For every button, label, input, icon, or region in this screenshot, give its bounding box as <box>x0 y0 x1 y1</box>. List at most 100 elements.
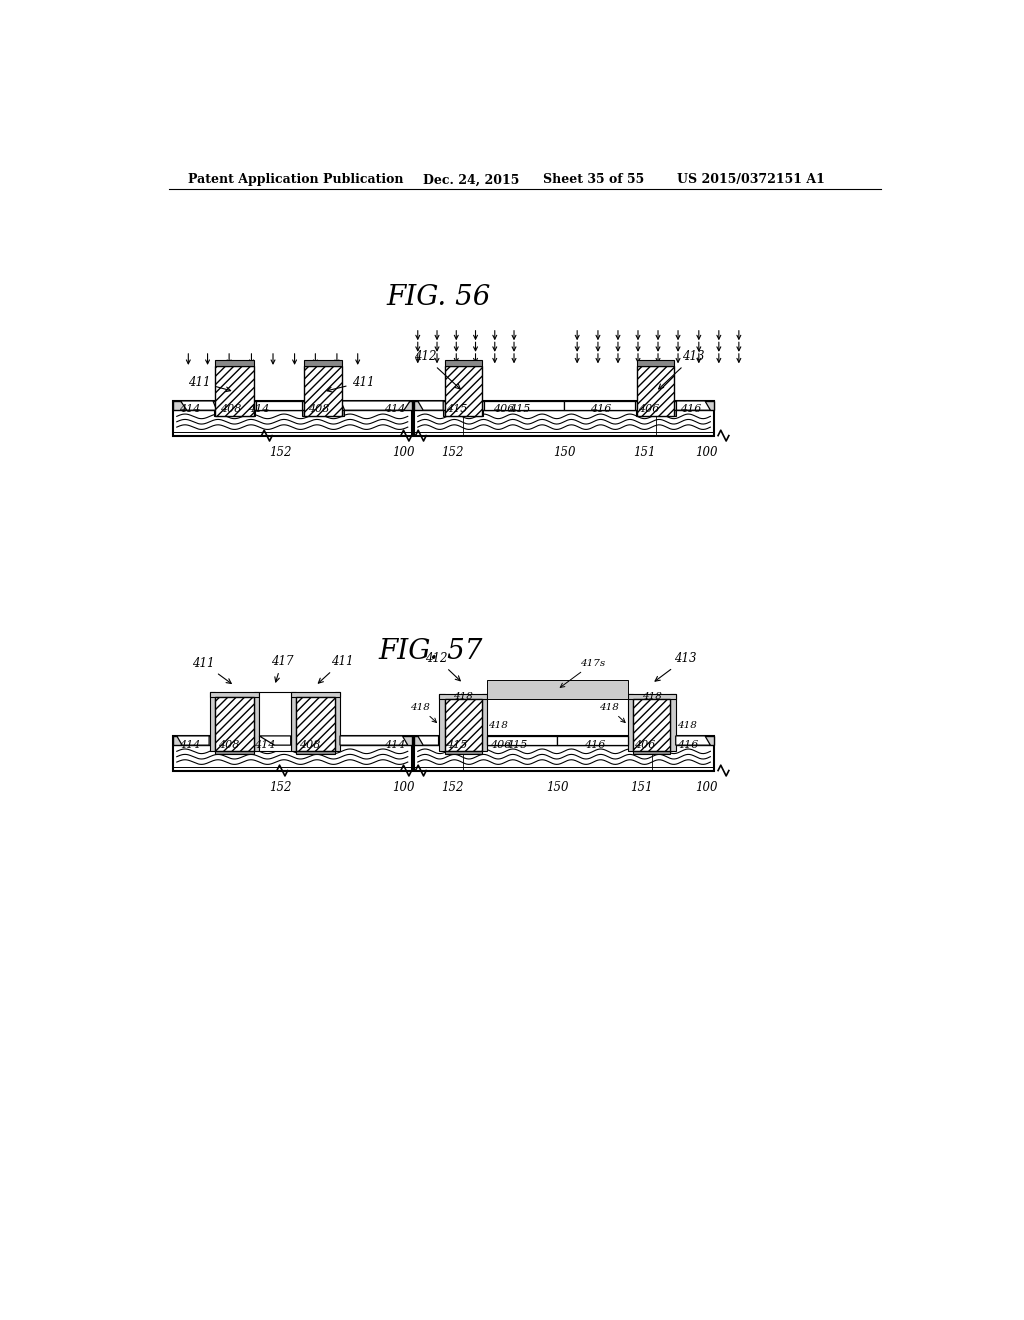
Text: 414: 414 <box>179 741 201 750</box>
Text: 418: 418 <box>487 721 508 730</box>
Text: 416: 416 <box>584 741 605 750</box>
Polygon shape <box>340 737 408 744</box>
Bar <box>295 744 336 751</box>
Text: 406: 406 <box>638 404 659 413</box>
Bar <box>439 693 444 751</box>
Text: 152: 152 <box>441 781 464 795</box>
Text: 414: 414 <box>179 404 201 413</box>
Text: Sheet 35 of 55: Sheet 35 of 55 <box>544 173 644 186</box>
Bar <box>291 692 340 697</box>
Polygon shape <box>256 401 301 411</box>
Text: 408: 408 <box>299 741 321 750</box>
Text: 408: 408 <box>218 741 240 750</box>
Bar <box>637 360 674 367</box>
Bar <box>214 411 255 416</box>
Polygon shape <box>564 401 635 411</box>
Text: 412: 412 <box>425 652 460 681</box>
Bar <box>215 751 254 755</box>
Polygon shape <box>341 401 410 411</box>
Text: 414: 414 <box>254 741 275 750</box>
Text: 418: 418 <box>410 702 436 722</box>
Bar <box>444 751 481 755</box>
Text: 150: 150 <box>546 781 568 795</box>
Bar <box>414 401 714 411</box>
Text: 418: 418 <box>599 702 625 722</box>
Polygon shape <box>677 401 711 411</box>
Bar <box>215 360 254 367</box>
Polygon shape <box>484 401 564 411</box>
Bar <box>628 693 634 751</box>
Text: 417: 417 <box>270 655 293 682</box>
Text: 411: 411 <box>188 376 230 392</box>
Text: 406: 406 <box>490 741 512 750</box>
Text: FIG. 56: FIG. 56 <box>386 284 490 310</box>
Bar <box>414 737 714 744</box>
Text: 415: 415 <box>506 741 527 750</box>
Text: 152: 152 <box>269 781 292 795</box>
Bar <box>487 680 628 700</box>
Text: 413: 413 <box>658 350 705 389</box>
Bar <box>173 401 412 436</box>
Text: 415: 415 <box>510 404 530 413</box>
Polygon shape <box>487 737 557 744</box>
Text: 416: 416 <box>590 404 611 413</box>
Bar <box>304 360 342 367</box>
Text: 152: 152 <box>441 446 464 459</box>
Text: 416: 416 <box>680 404 701 413</box>
Text: 100: 100 <box>695 781 718 795</box>
Bar <box>634 700 671 751</box>
Text: 150: 150 <box>553 446 575 459</box>
Bar <box>444 360 481 367</box>
Polygon shape <box>259 737 291 744</box>
Polygon shape <box>418 737 438 744</box>
Text: 418: 418 <box>677 721 696 730</box>
Text: Dec. 24, 2015: Dec. 24, 2015 <box>423 173 519 186</box>
Text: 408: 408 <box>220 404 242 413</box>
Bar <box>636 411 676 416</box>
Bar <box>296 697 335 751</box>
Bar <box>173 737 412 744</box>
Text: 414: 414 <box>384 741 406 750</box>
Polygon shape <box>180 401 217 411</box>
Text: 417s: 417s <box>560 659 605 688</box>
Text: 418: 418 <box>642 692 662 701</box>
Bar <box>443 744 483 751</box>
Bar <box>637 367 674 416</box>
Text: 100: 100 <box>392 446 415 459</box>
Text: 414: 414 <box>384 404 406 413</box>
Text: 411: 411 <box>318 655 353 684</box>
Bar <box>173 737 412 771</box>
Bar <box>291 692 296 751</box>
Bar <box>210 692 215 751</box>
Bar <box>302 411 344 416</box>
Bar <box>628 693 676 700</box>
Text: 100: 100 <box>392 781 415 795</box>
Bar <box>215 367 254 416</box>
Bar <box>214 744 255 751</box>
Text: 415: 415 <box>445 741 467 750</box>
Text: US 2015/0372151 A1: US 2015/0372151 A1 <box>677 173 825 186</box>
Bar <box>215 697 254 751</box>
Text: 152: 152 <box>269 446 292 459</box>
Polygon shape <box>177 737 209 744</box>
Text: 415: 415 <box>445 404 467 413</box>
Bar <box>632 744 672 751</box>
Bar <box>414 737 714 771</box>
Bar <box>443 411 483 416</box>
Text: 151: 151 <box>634 446 656 459</box>
Polygon shape <box>557 737 628 744</box>
Bar <box>210 692 259 697</box>
Text: 411: 411 <box>193 656 231 684</box>
Bar <box>173 401 412 411</box>
Bar <box>444 700 481 751</box>
Bar <box>414 401 714 436</box>
Bar <box>254 692 259 751</box>
Bar <box>304 367 342 416</box>
Text: 151: 151 <box>630 781 652 795</box>
Text: FIG. 57: FIG. 57 <box>379 638 483 665</box>
Polygon shape <box>418 401 443 411</box>
Text: 416: 416 <box>677 741 698 750</box>
Bar <box>259 692 291 751</box>
Bar <box>444 367 481 416</box>
Text: 406: 406 <box>494 404 515 413</box>
